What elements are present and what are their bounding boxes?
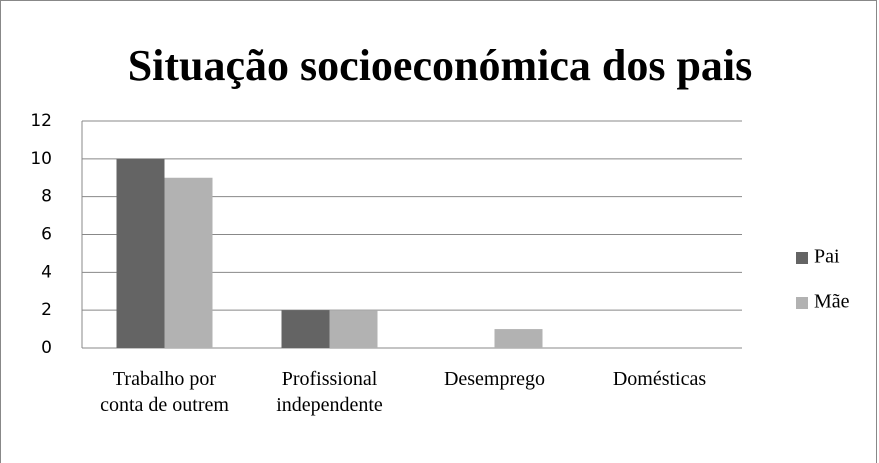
y-tick-label: 6 [41, 225, 52, 245]
legend-swatch [796, 252, 808, 264]
bar [494, 329, 543, 348]
chart-title: Situação socioeconómica dos pais [128, 41, 753, 90]
bar [329, 310, 378, 348]
y-tick-label: 12 [30, 111, 52, 131]
x-tick-label: Domésticas [612, 368, 707, 390]
y-tick-label: 8 [41, 187, 52, 207]
legend-label: Pai [814, 246, 840, 268]
y-tick-label: 2 [41, 300, 52, 320]
x-tick-label: Desemprego [443, 368, 546, 390]
y-tick-label: 10 [30, 149, 52, 169]
bar [164, 177, 213, 348]
y-tick-label: 4 [41, 262, 52, 282]
bar [116, 158, 165, 348]
x-tick-label: Profissional independente [276, 368, 383, 416]
legend-swatch [796, 297, 808, 309]
legend-label: Mãe [814, 291, 850, 313]
bar [281, 310, 330, 348]
x-tick-label: Trabalho por conta de outrem [100, 368, 229, 416]
y-tick-label: 0 [41, 338, 52, 358]
